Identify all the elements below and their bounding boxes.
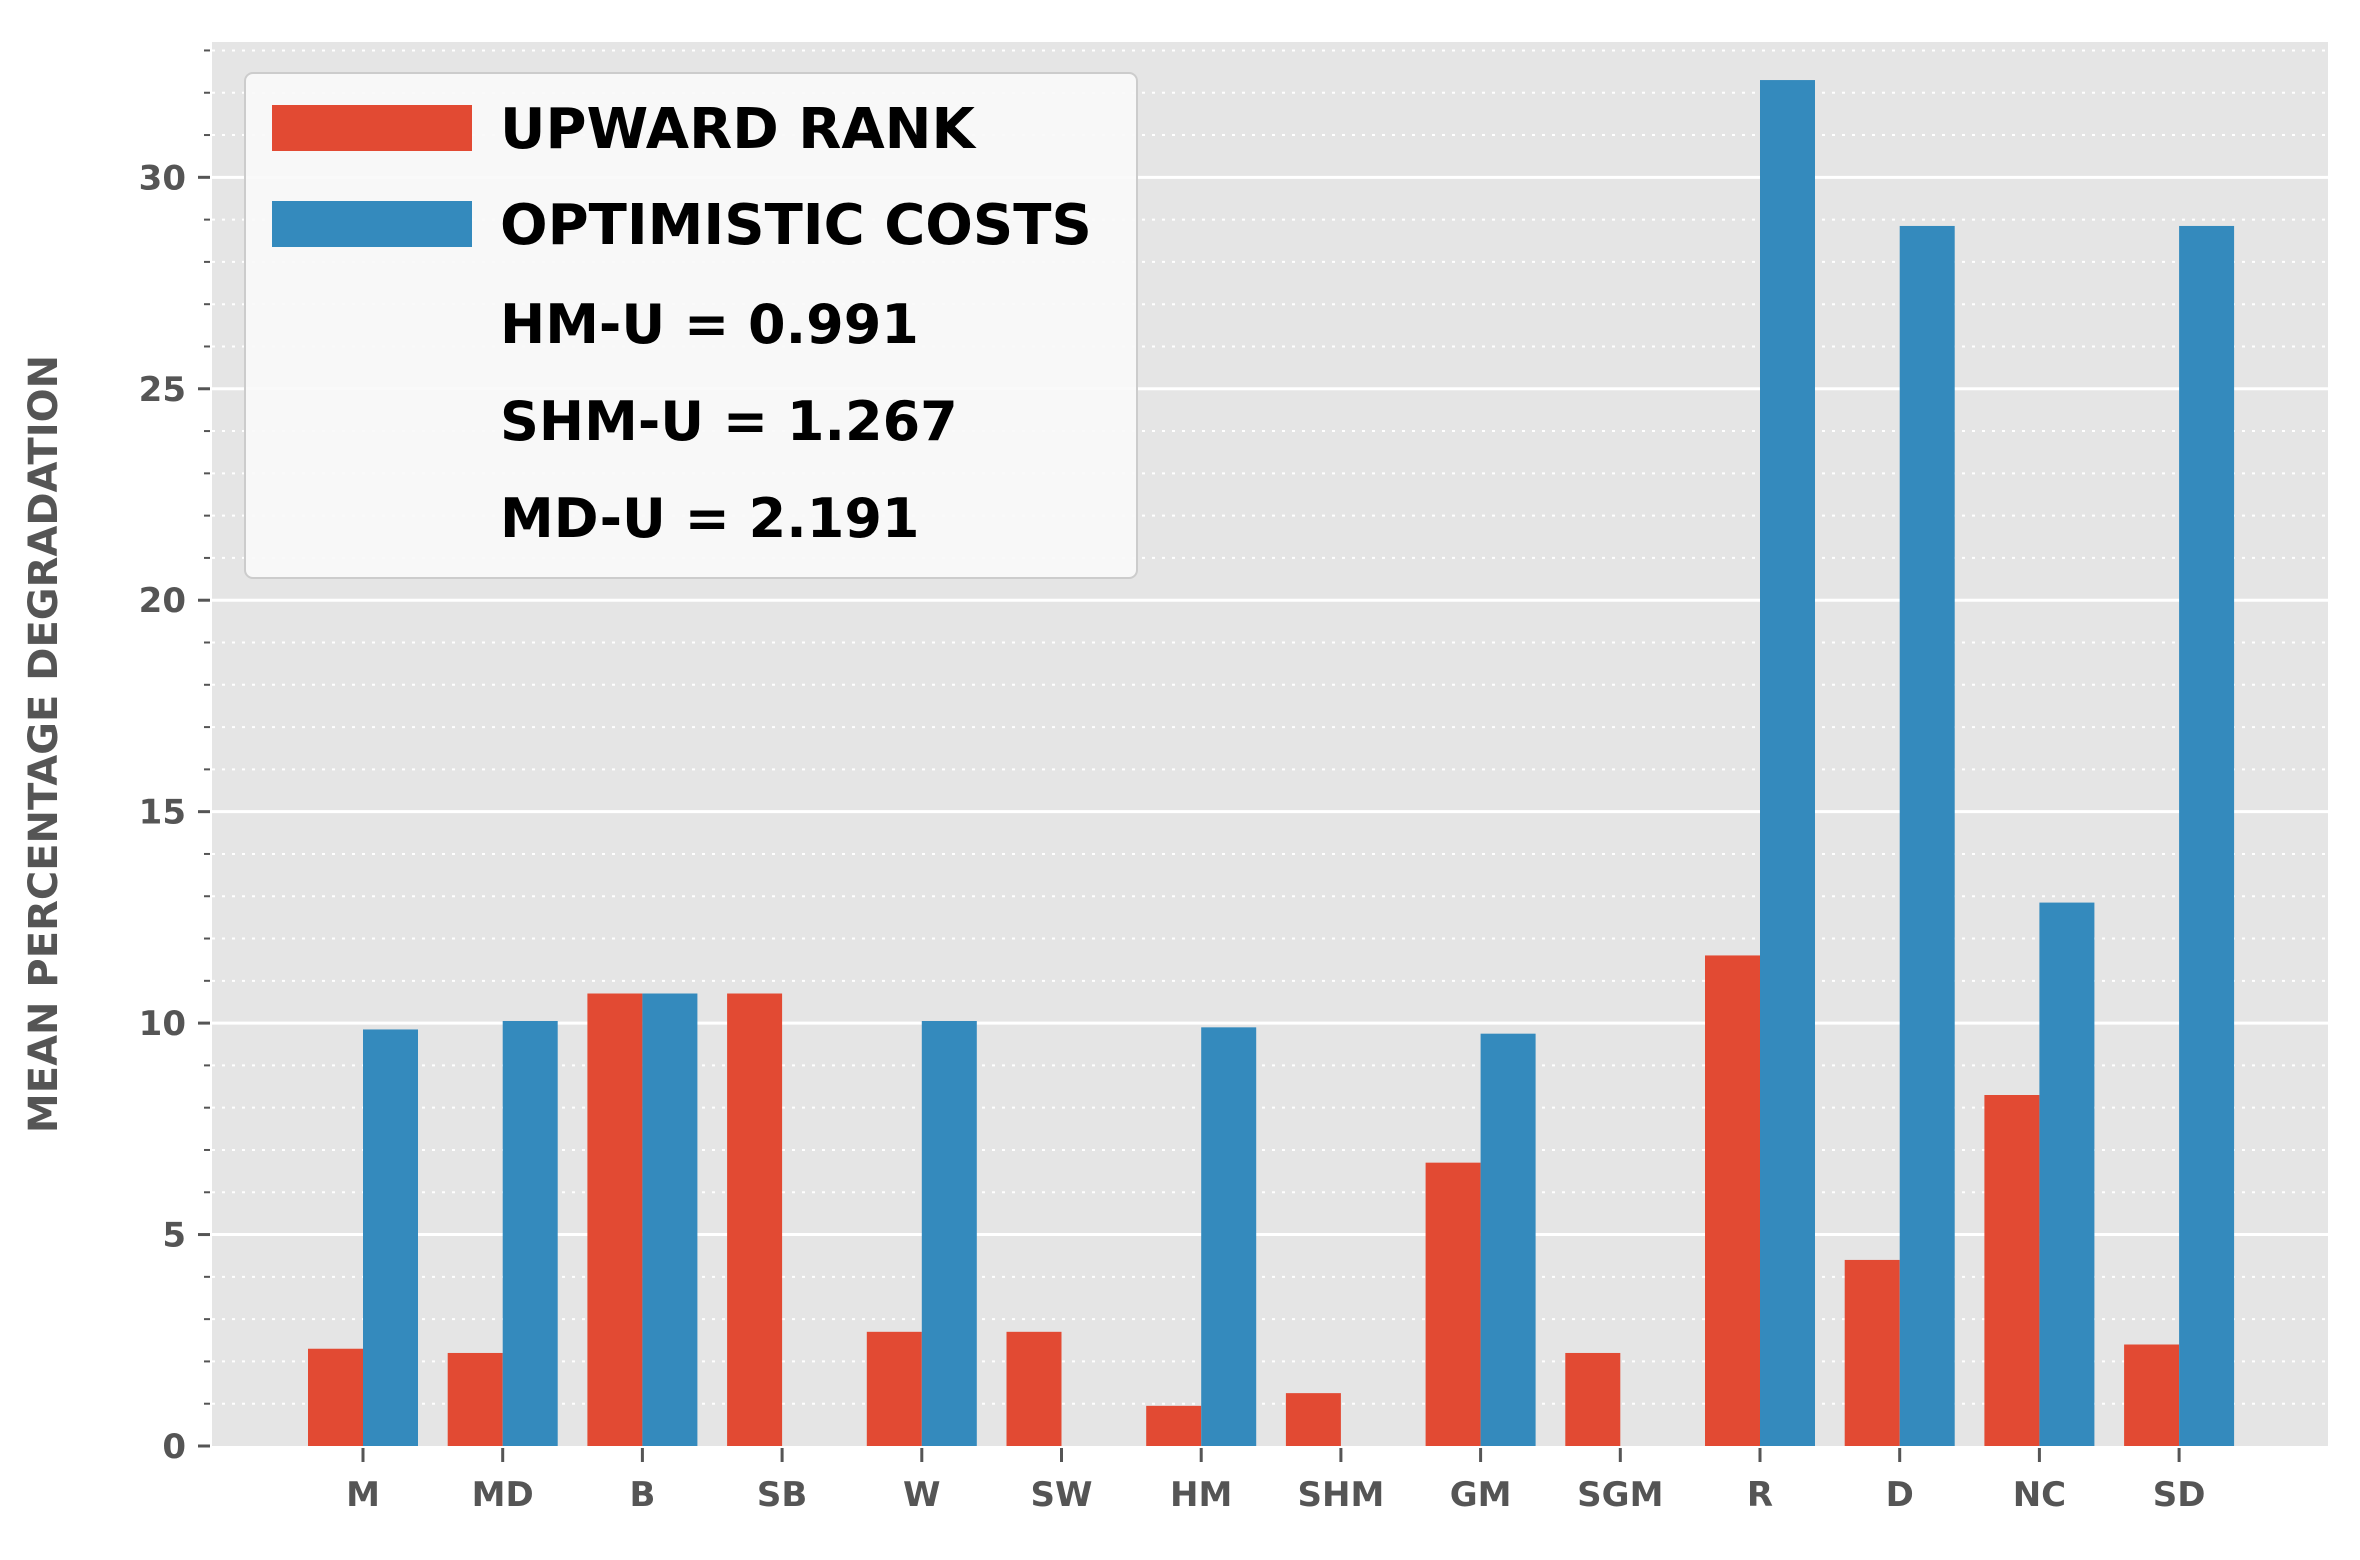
legend-swatch-upward-rank <box>272 105 472 151</box>
bar-optimistic-costs-b <box>642 993 698 1446</box>
y-axis-ticks: 0 5 10 15 20 25 30 <box>139 49 210 1467</box>
y-tick-label: 5 <box>162 1216 186 1256</box>
bar-optimistic-costs-w <box>921 1020 977 1446</box>
x-tick-label: GM <box>1450 1475 1512 1515</box>
bars-group <box>308 80 2235 1447</box>
bar-upward-rank-sgm <box>1565 1352 1621 1446</box>
y-tick-label: 25 <box>139 370 186 410</box>
y-tick-label: 30 <box>139 158 186 198</box>
x-tick-label: W <box>903 1475 941 1515</box>
y-tick-label: 0 <box>162 1427 186 1467</box>
x-tick-label: SB <box>757 1475 807 1515</box>
bar-upward-rank-m <box>308 1348 363 1446</box>
x-tick-label: B <box>629 1475 655 1515</box>
x-tick-label: M <box>346 1475 380 1515</box>
x-tick-label: SHM <box>1298 1475 1385 1515</box>
y-tick-label: 20 <box>139 581 186 621</box>
legend-note-md-u: MD-U = 2.191 <box>500 487 919 550</box>
y-tick-label: 15 <box>139 793 186 833</box>
bar-optimistic-costs-d <box>1899 225 1955 1447</box>
bar-optimistic-costs-md <box>502 1020 558 1446</box>
bar-upward-rank-w <box>866 1331 922 1446</box>
x-tick-label: D <box>1886 1475 1914 1515</box>
bar-upward-rank-hm <box>1146 1405 1202 1446</box>
legend-label-optimistic-costs: OPTIMISTIC COSTS <box>500 193 1092 258</box>
x-tick-label: MD <box>472 1475 534 1515</box>
bar-upward-rank-gm <box>1425 1162 1481 1446</box>
x-tick-label: SD <box>2153 1475 2206 1515</box>
legend-note-hm-u: HM-U = 0.991 <box>500 293 919 356</box>
bar-optimistic-costs-nc <box>2039 902 2095 1446</box>
legend-swatch-optimistic-costs <box>272 201 472 247</box>
bar-upward-rank-d <box>1844 1259 1900 1446</box>
legend-box <box>244 72 1138 579</box>
bar-upward-rank-b <box>587 993 643 1446</box>
x-tick-label: HM <box>1170 1475 1232 1515</box>
x-tick-label: R <box>1747 1475 1773 1515</box>
bar-upward-rank-sb <box>727 993 783 1446</box>
legend-note-shm-u: SHM-U = 1.267 <box>500 390 958 453</box>
y-axis-label: MEAN PERCENTAGE DEGRADATION <box>21 355 67 1133</box>
bar-optimistic-costs-r <box>1760 80 1815 1446</box>
bar-upward-rank-sw <box>1006 1331 1062 1446</box>
x-tick-label: SGM <box>1577 1475 1663 1515</box>
x-tick-label: SW <box>1031 1475 1093 1515</box>
bar-upward-rank-r <box>1705 955 1760 1446</box>
legend: UPWARD RANK OPTIMISTIC COSTS HM-U = 0.99… <box>244 72 1138 579</box>
y-tick-label: 10 <box>139 1004 186 1044</box>
legend-label-upward-rank: UPWARD RANK <box>500 97 978 162</box>
bar-upward-rank-sd <box>2124 1344 2180 1446</box>
x-tick-label: NC <box>2013 1475 2066 1515</box>
bar-upward-rank-shm <box>1285 1393 1341 1446</box>
bar-upward-rank-nc <box>1984 1095 2040 1446</box>
bar-upward-rank-md <box>447 1352 503 1446</box>
bar-optimistic-costs-sd <box>2179 225 2235 1447</box>
bar-optimistic-costs-m <box>363 1029 418 1446</box>
bar-optimistic-costs-gm <box>1480 1033 1536 1446</box>
x-axis-ticks: M MD B SB W SW HM SHM GM SGM R D NC SD <box>346 1448 2205 1515</box>
bar-optimistic-costs-hm <box>1201 1027 1257 1446</box>
